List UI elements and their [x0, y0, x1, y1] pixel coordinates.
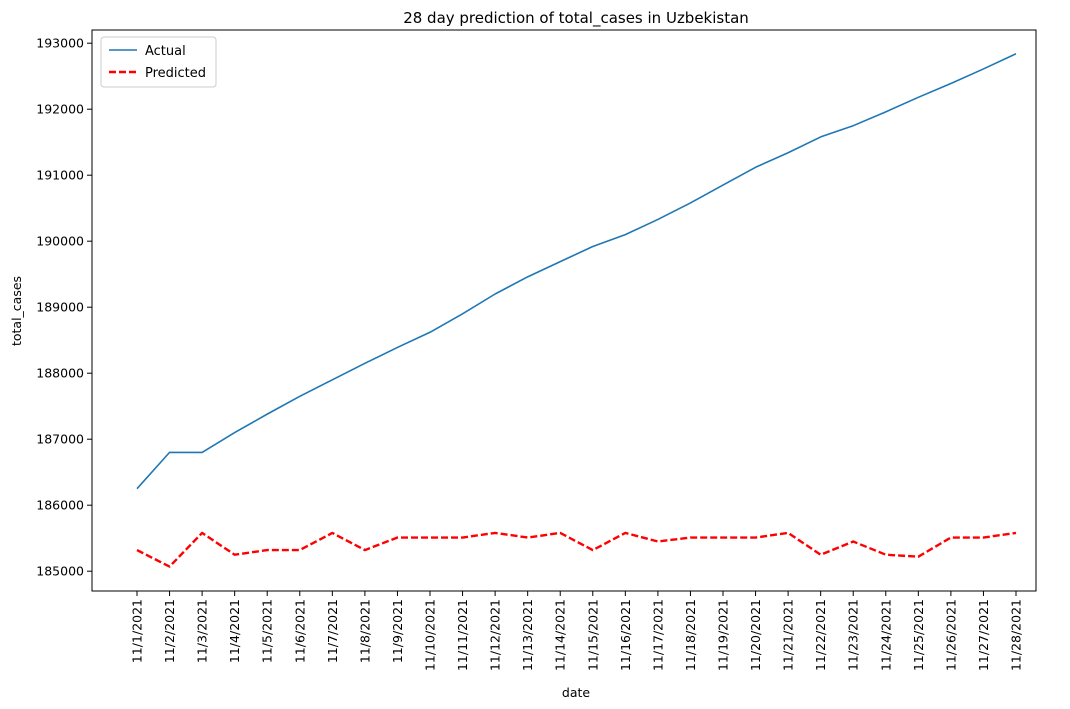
series-line-actual — [136, 53, 1017, 490]
x-tick-label: 11/24/2021 — [878, 599, 893, 671]
x-tick-label: 11/6/2021 — [292, 599, 307, 663]
x-tick-label: 11/12/2021 — [488, 599, 503, 671]
x-tick-label: 11/28/2021 — [1009, 599, 1024, 671]
x-tick-label: 11/20/2021 — [748, 599, 763, 671]
x-tick-label: 11/22/2021 — [813, 599, 828, 671]
x-tick-label: 11/23/2021 — [846, 599, 861, 671]
x-tick-label: 11/11/2021 — [455, 599, 470, 671]
x-tick-label: 11/9/2021 — [390, 599, 405, 663]
x-tick-label: 11/26/2021 — [943, 599, 958, 671]
x-tick-label: 11/21/2021 — [781, 599, 796, 671]
chart-title: 28 day prediction of total_cases in Uzbe… — [403, 9, 749, 28]
x-tick-label: 11/5/2021 — [260, 599, 275, 663]
x-tick-label: 11/17/2021 — [650, 599, 665, 671]
y-tick-label: 193000 — [36, 36, 84, 51]
y-tick-label: 185000 — [36, 564, 84, 579]
x-tick-label: 11/8/2021 — [357, 599, 372, 663]
x-tick-label: 11/18/2021 — [683, 599, 698, 671]
y-axis: 185000 186000 187000 188000 189000 190000 1910… — [36, 36, 92, 579]
x-tick-label: 11/10/2021 — [423, 599, 438, 671]
y-tick-label: 188000 — [36, 366, 84, 381]
y-tick-label: 190000 — [36, 234, 84, 249]
legend-predicted-label: Predicted — [145, 66, 206, 81]
x-tick-label: 11/13/2021 — [520, 599, 535, 671]
plot-area — [91, 29, 1037, 592]
y-axis-label: total_cases — [9, 276, 24, 346]
x-tick-label: 11/27/2021 — [976, 599, 991, 671]
legend-actual-label: Actual — [145, 44, 186, 59]
x-tick-label: 11/15/2021 — [585, 599, 600, 671]
legend: Actual Predicted — [100, 36, 217, 88]
x-tick-label: 11/19/2021 — [716, 599, 731, 671]
x-tick-label: 11/16/2021 — [618, 599, 633, 671]
x-tick-label: 11/2/2021 — [162, 599, 177, 663]
series-layer — [136, 53, 1017, 568]
y-tick-label: 191000 — [36, 168, 84, 183]
x-tick-label: 11/25/2021 — [911, 599, 926, 671]
y-tick-label: 187000 — [36, 432, 84, 447]
y-tick-label: 189000 — [36, 300, 84, 315]
x-axis: 11/1/2021 11/2/2021 11/3/2021 11/4/2021 11/5… — [130, 591, 1024, 671]
x-tick-label: 11/3/2021 — [195, 599, 210, 663]
y-tick-label: 192000 — [36, 102, 84, 117]
x-tick-label: 11/14/2021 — [553, 599, 568, 671]
axes-frame — [91, 29, 1037, 592]
x-tick-label: 11/1/2021 — [130, 599, 145, 663]
x-tick-label: 11/7/2021 — [325, 599, 340, 663]
series-line-predicted — [136, 531, 1017, 568]
x-tick-label: 11/4/2021 — [227, 599, 242, 663]
y-tick-label: 186000 — [36, 498, 84, 513]
x-axis-label: date — [562, 685, 590, 700]
